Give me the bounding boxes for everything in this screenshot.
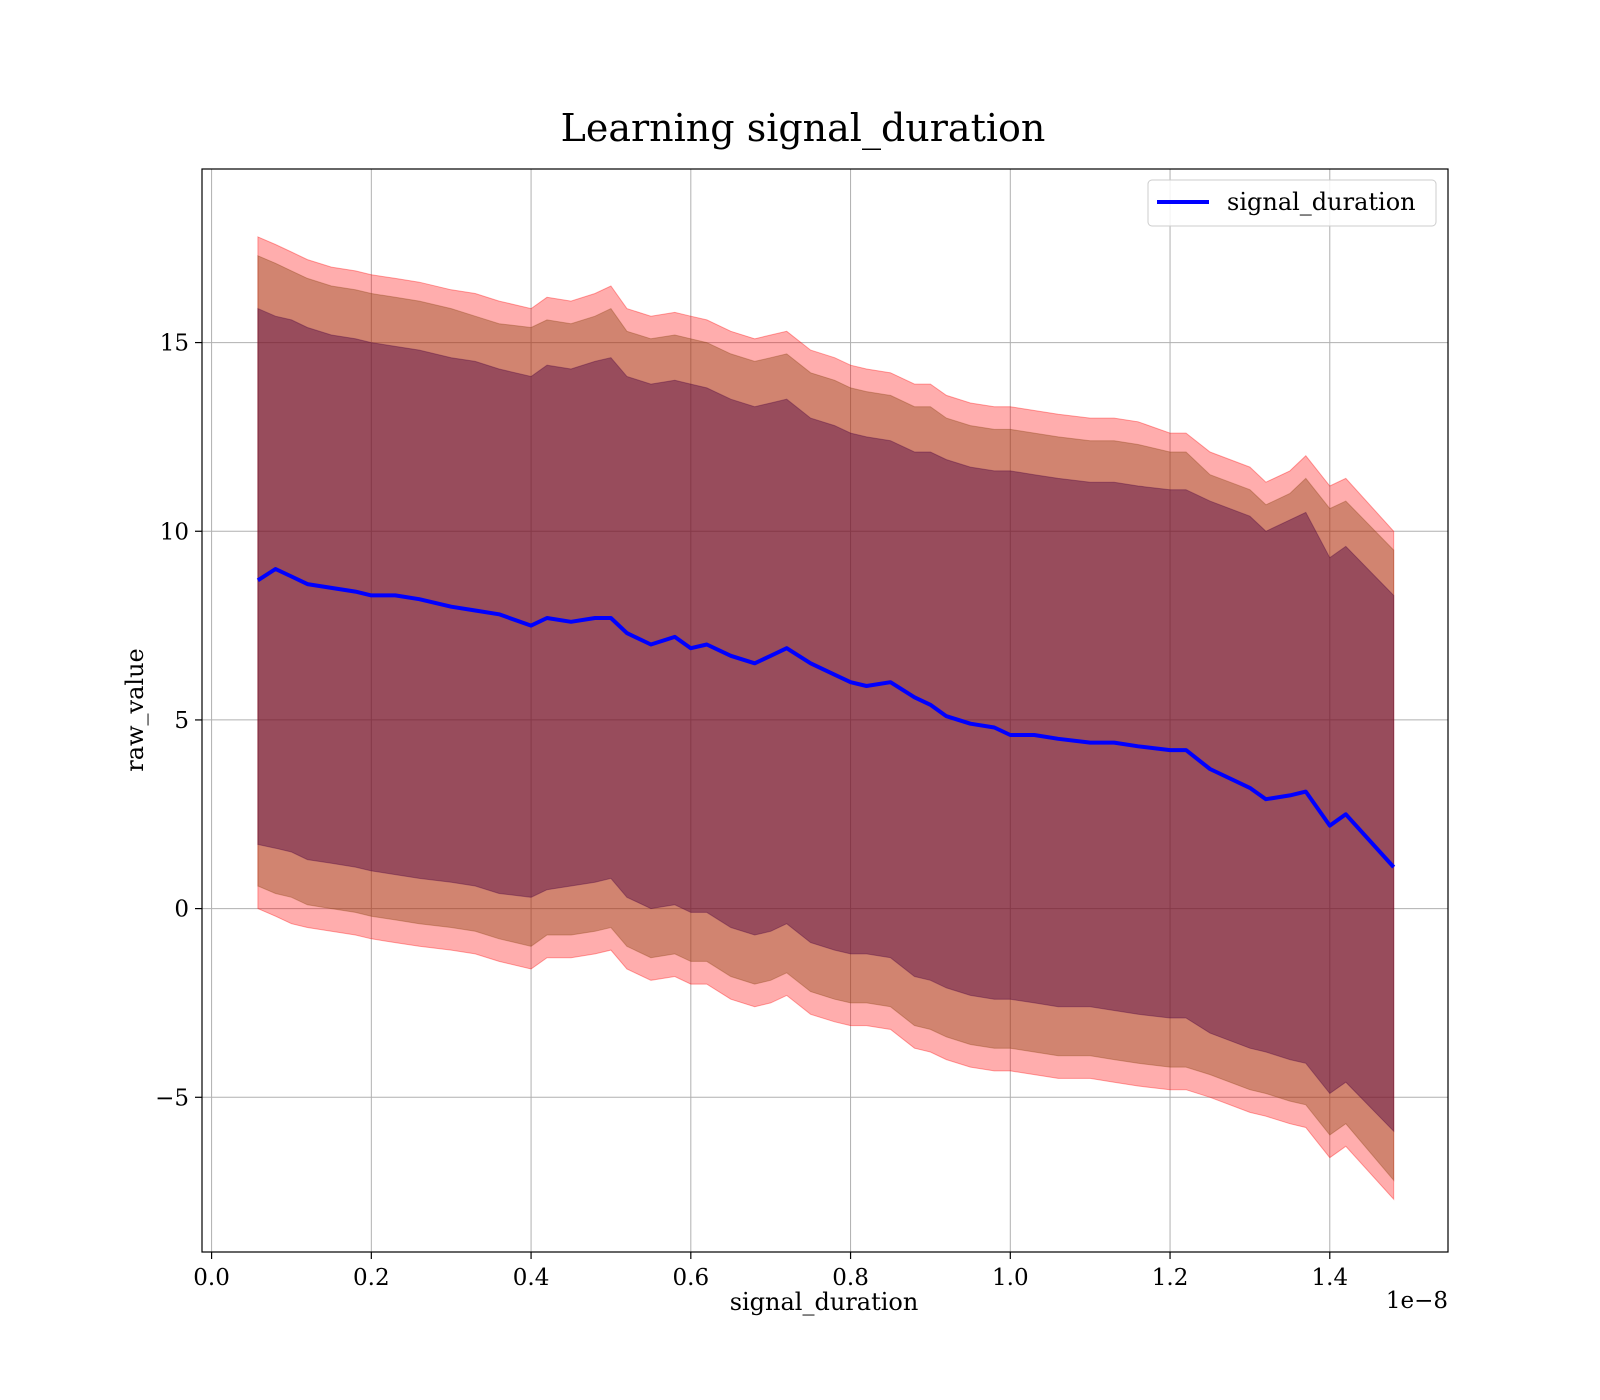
- legend-label-signal-duration: signal_duration: [1227, 188, 1416, 216]
- y-tick-label: 15: [160, 331, 189, 357]
- y-tick-label: 5: [174, 708, 189, 734]
- x-tick-label: 1.2: [1152, 1265, 1189, 1291]
- y-tick-label: −5: [155, 1085, 189, 1111]
- band-outer: [257, 236, 1395, 1201]
- x-axis-offset-label: 1e−8: [1386, 1288, 1448, 1314]
- x-tick-label: 0.4: [513, 1265, 550, 1291]
- x-tick-label: 1.4: [1312, 1265, 1349, 1291]
- series-lines: [256, 567, 1396, 869]
- series-line-signal-duration: [256, 567, 1396, 869]
- y-tick-label: 0: [174, 897, 189, 923]
- axis-ticks: 0.0 0.2 0.4 0.6 0.8 1.0 1.2 1.4 −5 0 5 10 15: [155, 331, 1348, 1291]
- band-middle: [257, 255, 1395, 1182]
- x-tick-label: 0.6: [673, 1265, 710, 1291]
- x-tick-label: 1.0: [992, 1265, 1029, 1291]
- y-tick-label: 10: [160, 519, 189, 545]
- x-axis-label: signal_duration: [730, 1288, 919, 1316]
- band-inner: [257, 307, 1395, 1133]
- grid: [202, 169, 1448, 1252]
- x-tick-label: 0.0: [193, 1265, 230, 1291]
- legend-box: [1147, 179, 1437, 227]
- y-axis-label: raw_value: [121, 648, 149, 772]
- chart-title: Learning signal_duration: [561, 106, 1046, 151]
- x-tick-label: 0.8: [832, 1265, 869, 1291]
- plot-frame: [201, 168, 1449, 1253]
- legend: signal_duration: [1147, 179, 1437, 227]
- x-tick-label: 0.2: [353, 1265, 390, 1291]
- confidence-bands: [257, 236, 1395, 1201]
